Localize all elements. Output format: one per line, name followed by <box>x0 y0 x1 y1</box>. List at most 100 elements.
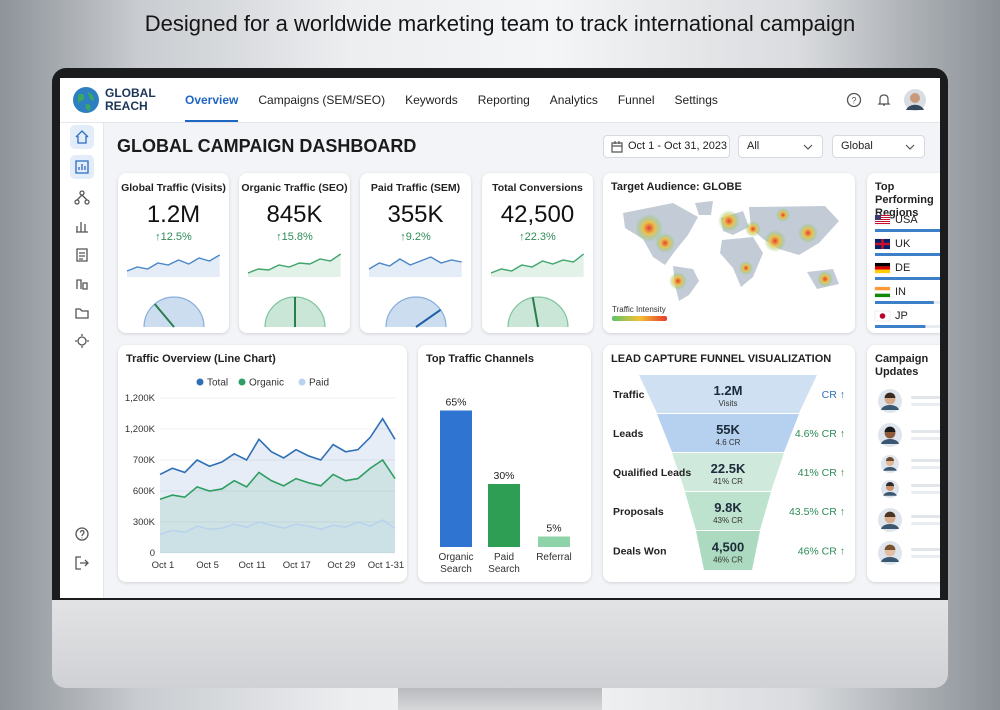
stage-label: Deals Won <box>613 546 666 558</box>
nav-item[interactable]: Keywords <box>405 93 458 107</box>
kpi-value: 42,500 <box>500 201 575 228</box>
help-icon[interactable]: ? <box>846 92 862 108</box>
nav-item[interactable]: Funnel <box>617 93 655 107</box>
heat-spot <box>776 208 790 222</box>
flag <box>875 215 890 224</box>
y-tick-label: 300K <box>133 517 156 528</box>
flag-stripe <box>875 219 890 220</box>
sidebar-icon[interactable] <box>70 272 94 296</box>
update-line <box>911 491 940 494</box>
flag-stripe <box>875 287 890 291</box>
traffic-card: Traffic Overview (Line Chart) 0 300K 600K 7… <box>118 345 407 582</box>
headline: Designed for a worldwide marketing team … <box>144 11 856 36</box>
icon-glyph <box>76 222 88 233</box>
funnel-stage <box>657 414 799 452</box>
sidebar-icon[interactable] <box>70 329 94 353</box>
filter-dropdown[interactable]: Global <box>832 135 925 158</box>
sidebar-icon[interactable] <box>70 243 94 267</box>
logo <box>73 87 99 113</box>
update-line <box>911 437 940 440</box>
nav-item[interactable]: Overview <box>185 78 239 122</box>
avatar-body <box>881 524 899 529</box>
continent <box>695 201 713 215</box>
kpi-change: ↑22.3% <box>519 231 556 243</box>
sidebar-icon[interactable] <box>70 125 94 149</box>
region-row <box>874 238 940 256</box>
region-name: USA <box>895 214 918 226</box>
bar-value-label: 65% <box>445 397 466 409</box>
x-tick-label: Oct 1-31 <box>368 560 404 571</box>
bar-chart: 65% 30% 5% <box>440 397 570 547</box>
legend-swatch <box>238 378 246 386</box>
user-avatar[interactable] <box>903 88 927 112</box>
chevron-icon <box>803 144 813 150</box>
kpi-title: Total Conversions <box>492 182 583 194</box>
nav-item[interactable]: Analytics <box>549 93 598 107</box>
avatar-hair <box>885 456 895 461</box>
icon-glyph <box>75 527 89 541</box>
sparkline-line <box>126 254 221 272</box>
kpi-title: Paid Traffic (SEM) <box>370 182 461 194</box>
card-title: LEAD CAPTURE FUNNEL VISUALIZATION <box>611 353 832 365</box>
sidebar-icon[interactable] <box>70 551 94 575</box>
x-tick-label: Oct 11 <box>239 560 266 571</box>
stage-rate: 4.6% CR ↑ <box>795 428 845 440</box>
sidebar-icon[interactable] <box>70 522 94 546</box>
update-row <box>878 541 940 565</box>
region-name: IN <box>895 286 906 298</box>
bar <box>538 536 570 547</box>
sidebar-icon[interactable] <box>70 185 94 209</box>
kpi-card: Total Conversions 42,500 ↑22.3% <box>482 173 593 333</box>
kpi-card: Global Traffic (Visits) 1.2M ↑12.5% <box>118 173 229 333</box>
gauge-arc <box>507 296 569 328</box>
sidebar-icon[interactable] <box>70 301 94 325</box>
bell-icon[interactable] <box>876 92 892 108</box>
x-tick-label: Oct 5 <box>196 560 219 571</box>
region-row <box>874 310 940 328</box>
kpi-card: Organic Traffic (SEO) 845K ↑15.8% <box>239 173 350 333</box>
avatar-hair <box>885 481 895 486</box>
sidebar-icon[interactable] <box>70 214 94 238</box>
avatar-hair <box>884 392 896 398</box>
update-line <box>911 466 940 469</box>
map-card: Target Audience: GLOBE Traffic Intensity <box>603 173 855 333</box>
gauge-arc <box>143 296 205 328</box>
region-bar <box>875 325 926 328</box>
update-line <box>911 459 940 462</box>
bar <box>440 410 472 547</box>
legend-label: Paid <box>309 378 329 389</box>
sparkline <box>490 253 585 328</box>
region-row <box>874 286 940 304</box>
stage-value: 22.5K <box>711 461 746 476</box>
heat-spot <box>669 272 687 290</box>
flag-dot <box>879 313 886 319</box>
stage-label: Proposals <box>613 506 664 518</box>
stage-label: Qualified Leads <box>613 467 691 479</box>
bar-category-label: Paid Search <box>488 552 520 575</box>
filter-dropdown[interactable]: All <box>738 135 823 158</box>
funnel-stage <box>672 453 784 491</box>
avatar-hair <box>884 426 896 432</box>
series-line <box>159 458 396 501</box>
updates-card: Campaign Updates <box>867 345 940 582</box>
sidebar-icon[interactable] <box>70 155 94 179</box>
avatar-body <box>881 405 899 410</box>
nav-item[interactable]: Settings <box>674 93 718 107</box>
nav-item[interactable]: Campaigns (SEM/SEO) <box>258 93 386 107</box>
monitor-chin <box>52 600 948 688</box>
update-line <box>911 522 940 525</box>
stage-label: Leads <box>613 428 644 440</box>
card-title: Target Audience: GLOBE <box>611 181 742 193</box>
x-tick-label: Oct 17 <box>283 560 311 571</box>
flag-cross <box>875 239 890 249</box>
icon-highlight <box>70 125 94 149</box>
kpi-title: Organic Traffic (SEO) <box>241 182 348 194</box>
chevron-icon <box>905 144 915 150</box>
flag-stripe <box>875 215 890 216</box>
nav-item[interactable]: Reporting <box>477 93 530 107</box>
kpi-title: Global Traffic (Visits) <box>121 182 226 194</box>
update-line <box>911 555 940 558</box>
sparkline-line <box>247 253 342 274</box>
flag-stripe <box>875 263 890 267</box>
filter-dropdown[interactable]: Oct 1 - Oct 31, 2023 <box>603 135 730 158</box>
